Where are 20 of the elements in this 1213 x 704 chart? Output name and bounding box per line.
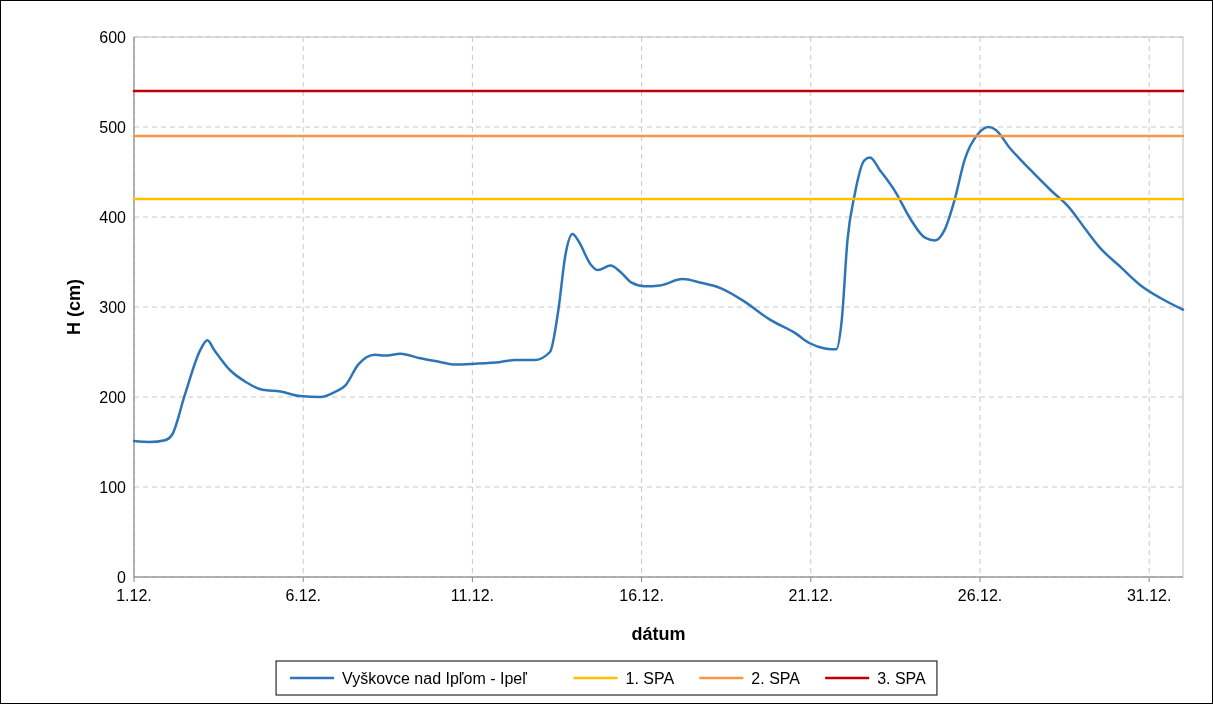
- legend-label: Vyškovce nad Ipľom - Ipeľ: [342, 669, 528, 687]
- legend-label: 3. SPA: [877, 669, 927, 687]
- x-axis-title: dátum: [631, 624, 686, 644]
- x-tick-label: 11.12.: [450, 587, 495, 604]
- y-tick-label: 400: [99, 208, 127, 226]
- x-tick-label: 26.12.: [957, 587, 1003, 604]
- x-tick-label: 21.12.: [788, 587, 834, 604]
- y-tick-label: 100: [99, 478, 127, 496]
- y-tick-label: 0: [117, 568, 127, 586]
- y-tick-label: 600: [99, 28, 127, 46]
- x-tick-label: 1.12.: [116, 587, 152, 604]
- legend-label: 2. SPA: [751, 669, 801, 687]
- y-tick-label: 500: [99, 118, 127, 136]
- y-tick-label: 300: [99, 298, 127, 316]
- legend-label: 1. SPA: [625, 669, 675, 687]
- x-tick-label: 6.12.: [285, 587, 321, 604]
- y-axis-title: H (cm): [64, 278, 84, 336]
- x-tick-label: 16.12.: [619, 587, 664, 604]
- y-tick-label: 200: [99, 388, 127, 406]
- x-tick-label: 31.12.: [1126, 587, 1172, 604]
